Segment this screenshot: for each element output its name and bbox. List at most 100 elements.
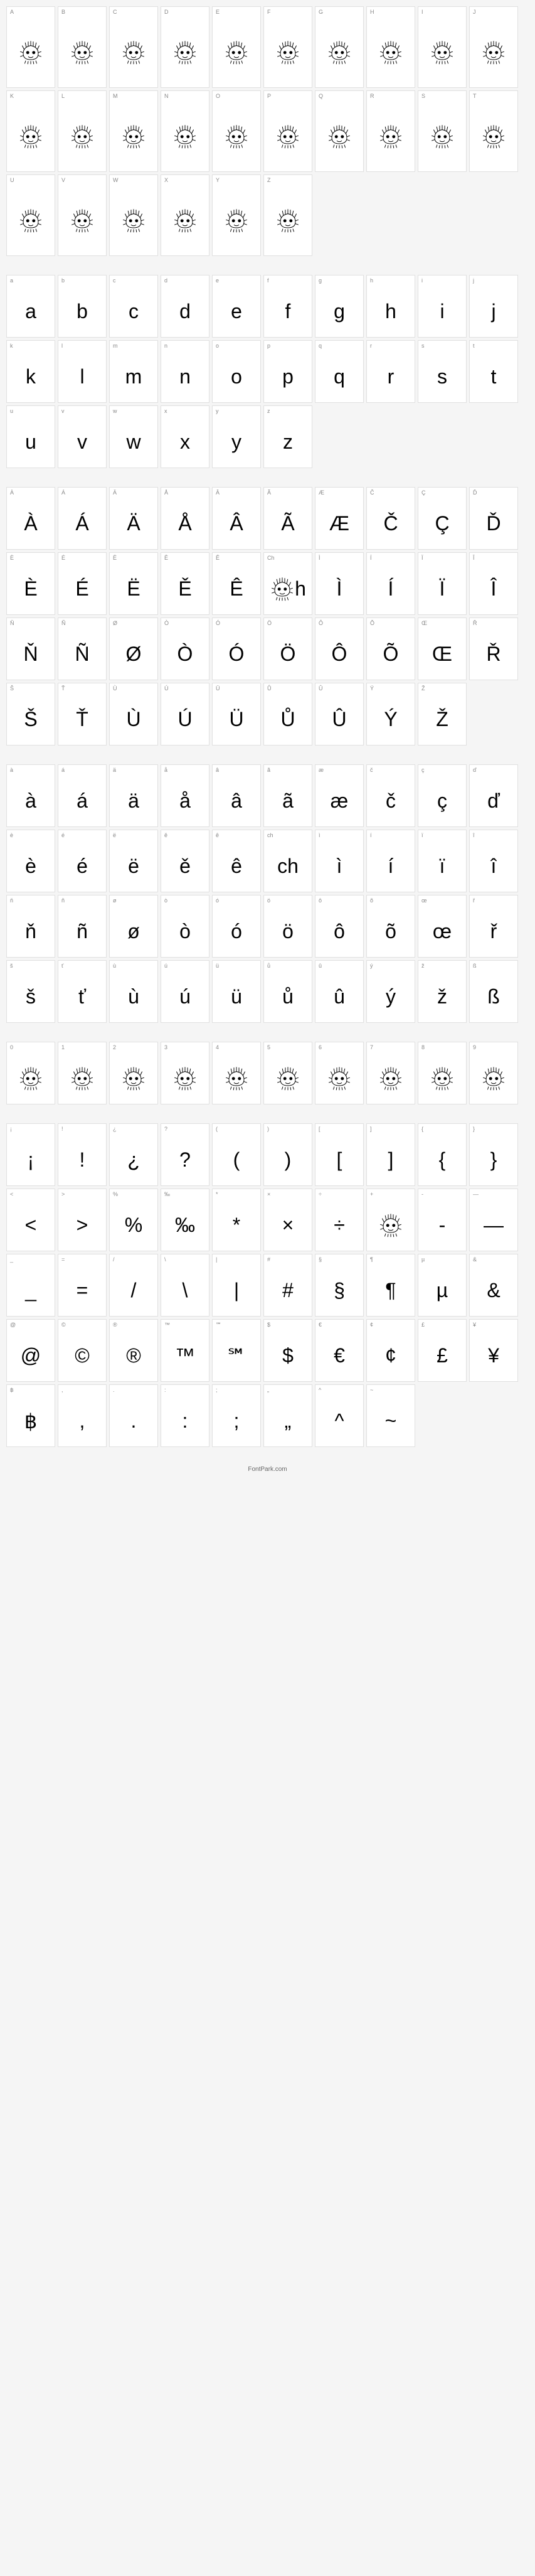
glyph-card[interactable]: èè bbox=[6, 830, 55, 892]
glyph-card[interactable]: ŇŇ bbox=[6, 617, 55, 680]
glyph-card[interactable]: U bbox=[6, 174, 55, 256]
glyph-card[interactable]: ôô bbox=[315, 895, 364, 958]
glyph-card[interactable]: cc bbox=[109, 275, 158, 338]
glyph-card[interactable]: ÀÀ bbox=[6, 487, 55, 550]
glyph-card[interactable]: ÌÌ bbox=[315, 552, 364, 615]
glyph-card[interactable]: çç bbox=[418, 764, 467, 827]
glyph-card[interactable]: ĚĚ bbox=[161, 552, 209, 615]
glyph-card[interactable]: ÷÷ bbox=[315, 1189, 364, 1251]
glyph-card[interactable]: ee bbox=[212, 275, 261, 338]
glyph-card[interactable]: B bbox=[58, 6, 107, 88]
glyph-card[interactable]: ×× bbox=[263, 1189, 312, 1251]
glyph-card[interactable]: úú bbox=[161, 960, 209, 1023]
glyph-card[interactable]: >> bbox=[58, 1189, 107, 1251]
glyph-card[interactable]: µµ bbox=[418, 1254, 467, 1317]
glyph-card[interactable]: ff bbox=[263, 275, 312, 338]
glyph-card[interactable]: €€ bbox=[315, 1319, 364, 1382]
glyph-card[interactable]: ÍÍ bbox=[366, 552, 415, 615]
glyph-card[interactable]: ØØ bbox=[109, 617, 158, 680]
glyph-card[interactable]: Y bbox=[212, 174, 261, 256]
glyph-card[interactable]: ÂÂ bbox=[212, 487, 261, 550]
glyph-card[interactable]: S bbox=[418, 90, 467, 172]
glyph-card[interactable]: ďď bbox=[469, 764, 518, 827]
glyph-card[interactable]: T bbox=[469, 90, 518, 172]
glyph-card[interactable]: H bbox=[366, 6, 415, 88]
glyph-card[interactable]: ßß bbox=[469, 960, 518, 1023]
glyph-card[interactable]: gg bbox=[315, 275, 364, 338]
glyph-card[interactable]: E bbox=[212, 6, 261, 88]
glyph-card[interactable]: ## bbox=[263, 1254, 312, 1317]
glyph-card[interactable]: :: bbox=[161, 1384, 209, 1447]
glyph-card[interactable]: kk bbox=[6, 340, 55, 403]
glyph-card[interactable]: 3 bbox=[161, 1042, 209, 1104]
glyph-card[interactable]: uu bbox=[6, 405, 55, 468]
glyph-card[interactable]: 6 bbox=[315, 1042, 364, 1104]
glyph-card[interactable]: àà bbox=[6, 764, 55, 827]
glyph-card[interactable]: ÛÛ bbox=[315, 683, 364, 746]
glyph-card[interactable]: ůů bbox=[263, 960, 312, 1023]
glyph-card[interactable]: ùù bbox=[109, 960, 158, 1023]
glyph-card[interactable]: yy bbox=[212, 405, 261, 468]
glyph-card[interactable]: §§ bbox=[315, 1254, 364, 1317]
glyph-card[interactable]: bb bbox=[58, 275, 107, 338]
glyph-card[interactable]: žž bbox=[418, 960, 467, 1023]
glyph-card[interactable]: || bbox=[212, 1254, 261, 1317]
glyph-card[interactable]: 4 bbox=[212, 1042, 261, 1104]
glyph-card[interactable]: hh bbox=[366, 275, 415, 338]
glyph-card[interactable]: ÈÈ bbox=[6, 552, 55, 615]
glyph-card[interactable]: vv bbox=[58, 405, 107, 468]
glyph-card[interactable]: aa bbox=[6, 275, 55, 338]
glyph-card[interactable]: -- bbox=[418, 1189, 467, 1251]
glyph-card[interactable]: K bbox=[6, 90, 55, 172]
glyph-card[interactable]: ÜÜ bbox=[212, 683, 261, 746]
glyph-card[interactable]: îî bbox=[469, 830, 518, 892]
glyph-card[interactable]: 0 bbox=[6, 1042, 55, 1104]
glyph-card[interactable]: ~~ bbox=[366, 1384, 415, 1447]
glyph-card[interactable]: ČČ bbox=[366, 487, 415, 550]
glyph-card[interactable]: ÎÎ bbox=[469, 552, 518, 615]
glyph-card[interactable]: L bbox=[58, 90, 107, 172]
glyph-card[interactable]: 1 bbox=[58, 1042, 107, 1104]
glyph-card[interactable]: == bbox=[58, 1254, 107, 1317]
glyph-card[interactable]: ¡¡ bbox=[6, 1123, 55, 1186]
glyph-card[interactable]: ©© bbox=[58, 1319, 107, 1382]
glyph-card[interactable]: ĎĎ bbox=[469, 487, 518, 550]
glyph-card[interactable]: ËË bbox=[109, 552, 158, 615]
glyph-card[interactable]: ÑÑ bbox=[58, 617, 107, 680]
glyph-card[interactable]: ää bbox=[109, 764, 158, 827]
glyph-card[interactable]: ™™ bbox=[161, 1319, 209, 1382]
glyph-card[interactable]: òò bbox=[161, 895, 209, 958]
glyph-card[interactable]: ŮŮ bbox=[263, 683, 312, 746]
glyph-card[interactable]: ®® bbox=[109, 1319, 158, 1382]
glyph-card[interactable]: D bbox=[161, 6, 209, 88]
glyph-card[interactable]: ÕÕ bbox=[366, 617, 415, 680]
glyph-card[interactable]: ££ bbox=[418, 1319, 467, 1382]
glyph-card[interactable]: ii bbox=[418, 275, 467, 338]
glyph-card[interactable]: X bbox=[161, 174, 209, 256]
glyph-card[interactable]: pp bbox=[263, 340, 312, 403]
glyph-card[interactable]: ÆÆ bbox=[315, 487, 364, 550]
glyph-card[interactable]: üü bbox=[212, 960, 261, 1023]
glyph-card[interactable]: F bbox=[263, 6, 312, 88]
glyph-card[interactable]: ll bbox=[58, 340, 107, 403]
glyph-card[interactable]: êê bbox=[212, 830, 261, 892]
glyph-card[interactable]: }} bbox=[469, 1123, 518, 1186]
glyph-card[interactable]: && bbox=[469, 1254, 518, 1317]
glyph-card[interactable]: ÙÙ bbox=[109, 683, 158, 746]
glyph-card[interactable]: oo bbox=[212, 340, 261, 403]
glyph-card[interactable]: ÖÖ bbox=[263, 617, 312, 680]
glyph-card[interactable]: ææ bbox=[315, 764, 364, 827]
glyph-card[interactable]: !! bbox=[58, 1123, 107, 1186]
glyph-card[interactable]: jj bbox=[469, 275, 518, 338]
glyph-card[interactable]: dd bbox=[161, 275, 209, 338]
glyph-card[interactable]: qq bbox=[315, 340, 364, 403]
glyph-card[interactable]: ûû bbox=[315, 960, 364, 1023]
glyph-card[interactable]: I bbox=[418, 6, 467, 88]
glyph-card[interactable]: A bbox=[6, 6, 55, 88]
glyph-card[interactable]: + bbox=[366, 1189, 415, 1251]
glyph-card[interactable]: ïï bbox=[418, 830, 467, 892]
glyph-card[interactable]: ¢¢ bbox=[366, 1319, 415, 1382]
glyph-card[interactable]: ÅÅ bbox=[161, 487, 209, 550]
glyph-card[interactable]: ÉÉ bbox=[58, 552, 107, 615]
glyph-card[interactable]: ŽŽ bbox=[418, 683, 467, 746]
